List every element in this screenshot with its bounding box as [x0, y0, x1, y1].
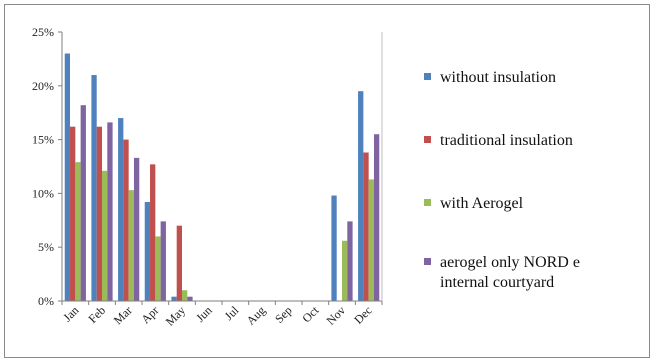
x-tick-label: May — [163, 303, 188, 328]
x-tick-label: Nov — [324, 303, 349, 328]
bar-traditional-insulation-mar — [123, 139, 129, 301]
legend-label: internal courtyard — [440, 274, 554, 291]
bar-traditional-insulation-apr — [150, 164, 156, 301]
bar-traditional-insulation-feb — [96, 126, 102, 301]
legend-label: aerogel only NORD e — [440, 254, 580, 271]
y-tick-label: 20% — [32, 79, 54, 93]
bar-with-aerogel-apr — [155, 236, 161, 301]
bar-with-aerogel-nov — [342, 240, 348, 301]
x-tick-label: Apr — [138, 303, 161, 326]
legend: without insulation traditional insulation… — [424, 69, 580, 291]
bar-with-aerogel-may — [182, 290, 188, 301]
bar-without-insulation-nov — [331, 195, 337, 301]
x-tick-label: Sep — [272, 303, 295, 326]
y-tick-label: 25% — [32, 25, 54, 39]
bar-with-aerogel-dec — [368, 179, 374, 301]
y-tick-label: 0% — [38, 294, 54, 308]
bar-without-insulation-may — [171, 296, 177, 301]
bar-without-insulation-mar — [118, 118, 124, 301]
bar-aerogel-only-nord-e-internal-courtyard-jan — [80, 105, 86, 301]
y-tick-label: 5% — [38, 240, 54, 254]
bar-traditional-insulation-dec — [363, 152, 369, 301]
x-tick-label: Dec — [351, 303, 375, 327]
legend-label: without insulation — [440, 69, 556, 86]
bar-without-insulation-feb — [91, 75, 97, 301]
legend-swatch — [424, 136, 431, 143]
legend-swatch — [424, 258, 431, 265]
x-tick-label: Jun — [193, 303, 215, 325]
bar-with-aerogel-jan — [75, 162, 81, 301]
bar-traditional-insulation-may — [176, 225, 182, 301]
legend-label: with Aerogel — [440, 195, 524, 212]
bars-group — [64, 53, 380, 302]
y-tick-label: 10% — [32, 186, 54, 200]
x-ticks-group: Jan Feb Mar Apr May Jun Jul Aug Sep Oct Nov Dec — [60, 301, 383, 329]
legend-swatch — [424, 199, 431, 206]
y-ticks-group: 0% 5% 10% 15% 20% 25% — [32, 25, 62, 308]
bar-aerogel-only-nord-e-internal-courtyard-nov — [347, 221, 353, 301]
bar-aerogel-only-nord-e-internal-courtyard-feb — [107, 122, 113, 301]
bar-aerogel-only-nord-e-internal-courtyard-apr — [160, 221, 166, 301]
legend-swatch — [424, 73, 431, 80]
bar-with-aerogel-feb — [102, 170, 108, 301]
x-tick-label: Aug — [244, 303, 269, 328]
x-tick-label: Jul — [222, 303, 242, 323]
bar-aerogel-only-nord-e-internal-courtyard-dec — [373, 134, 380, 301]
bar-aerogel-only-nord-e-internal-courtyard-mar — [133, 157, 140, 301]
legend-label: traditional insulation — [440, 132, 573, 149]
y-tick-label: 15% — [32, 133, 54, 147]
x-tick-label: Oct — [299, 303, 322, 326]
bar-with-aerogel-mar — [128, 190, 134, 301]
bar-without-insulation-apr — [144, 202, 151, 301]
x-tick-label: Jan — [60, 303, 81, 324]
bar-aerogel-only-nord-e-internal-courtyard-may — [187, 296, 193, 301]
bar-traditional-insulation-jan — [70, 126, 76, 301]
bar-without-insulation-jan — [64, 53, 71, 301]
bar-without-insulation-dec — [358, 91, 364, 302]
x-tick-label: Feb — [85, 303, 108, 326]
x-tick-label: Mar — [111, 303, 135, 327]
